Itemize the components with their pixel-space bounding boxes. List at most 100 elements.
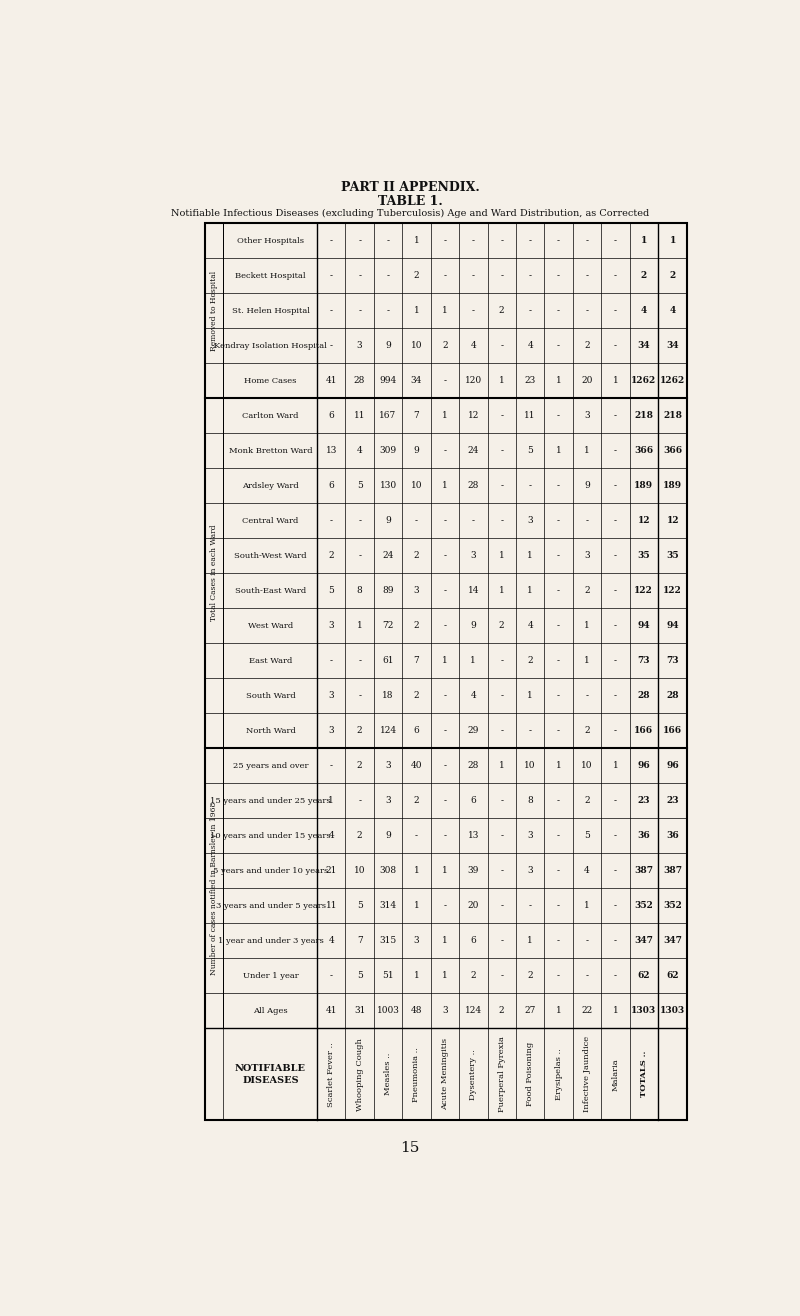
Text: 3: 3 xyxy=(328,691,334,700)
Text: -: - xyxy=(614,936,617,945)
Text: 166: 166 xyxy=(634,726,654,736)
Text: -: - xyxy=(586,691,589,700)
Text: 10: 10 xyxy=(410,341,422,350)
Text: 3: 3 xyxy=(584,551,590,561)
Text: -: - xyxy=(415,832,418,840)
Text: -: - xyxy=(557,412,560,420)
Text: -: - xyxy=(472,307,474,316)
Text: -: - xyxy=(557,936,560,945)
Text: 94: 94 xyxy=(666,621,679,630)
Text: 94: 94 xyxy=(638,621,650,630)
Text: Whooping Cough: Whooping Cough xyxy=(356,1038,364,1111)
Text: 167: 167 xyxy=(379,412,397,420)
Text: -: - xyxy=(557,621,560,630)
Text: 352: 352 xyxy=(663,901,682,911)
Text: 2: 2 xyxy=(414,551,419,561)
Text: -: - xyxy=(500,341,503,350)
Text: -: - xyxy=(614,482,617,491)
Text: -: - xyxy=(500,901,503,911)
Text: -: - xyxy=(500,271,503,280)
Text: -: - xyxy=(557,971,560,980)
Text: -: - xyxy=(358,796,361,805)
Text: -: - xyxy=(358,237,361,245)
Text: 120: 120 xyxy=(465,376,482,386)
Text: 4: 4 xyxy=(670,307,676,316)
Text: 5: 5 xyxy=(527,446,533,455)
Text: Number of cases notified in Barnsley in 1968: Number of cases notified in Barnsley in … xyxy=(210,801,218,975)
Text: -: - xyxy=(330,657,333,665)
Text: 1: 1 xyxy=(499,761,505,770)
Text: 315: 315 xyxy=(379,936,397,945)
Text: 1: 1 xyxy=(584,901,590,911)
Text: 1: 1 xyxy=(328,796,334,805)
Text: 9: 9 xyxy=(385,832,391,840)
Text: 347: 347 xyxy=(663,936,682,945)
Text: 314: 314 xyxy=(379,901,397,911)
Text: 309: 309 xyxy=(379,446,397,455)
Text: 347: 347 xyxy=(634,936,654,945)
Text: Acute Meningitis: Acute Meningitis xyxy=(441,1038,449,1111)
Text: 13: 13 xyxy=(326,446,337,455)
Text: 1: 1 xyxy=(527,691,533,700)
Text: 1: 1 xyxy=(527,586,533,595)
Text: St. Helen Hospital: St. Helen Hospital xyxy=(231,307,310,315)
Text: 1: 1 xyxy=(442,936,448,945)
Text: -: - xyxy=(415,516,418,525)
Text: 1262: 1262 xyxy=(631,376,657,386)
Text: -: - xyxy=(443,726,446,736)
Text: -: - xyxy=(557,271,560,280)
Text: -: - xyxy=(614,341,617,350)
Text: 1262: 1262 xyxy=(660,376,686,386)
Text: 34: 34 xyxy=(638,341,650,350)
Text: 387: 387 xyxy=(663,866,682,875)
Text: -: - xyxy=(557,307,560,316)
Text: 1: 1 xyxy=(357,621,362,630)
Text: 20: 20 xyxy=(582,376,593,386)
Text: 1: 1 xyxy=(527,551,533,561)
Text: -: - xyxy=(614,901,617,911)
Text: 1: 1 xyxy=(414,901,419,911)
Text: -: - xyxy=(614,551,617,561)
Text: Measles ..: Measles .. xyxy=(384,1053,392,1095)
Text: 21: 21 xyxy=(326,866,337,875)
Text: 4: 4 xyxy=(470,341,476,350)
Text: Central Ward: Central Ward xyxy=(242,517,298,525)
Text: -: - xyxy=(500,516,503,525)
Text: 994: 994 xyxy=(379,376,397,386)
Text: 2: 2 xyxy=(584,586,590,595)
Text: South-East Ward: South-East Ward xyxy=(235,587,306,595)
Text: -: - xyxy=(557,657,560,665)
Text: Removed to Hospital: Removed to Hospital xyxy=(210,271,218,351)
Text: 5: 5 xyxy=(357,482,362,491)
Text: 9: 9 xyxy=(470,621,476,630)
Text: -: - xyxy=(358,307,361,316)
Text: 12: 12 xyxy=(638,516,650,525)
Text: 1: 1 xyxy=(442,971,448,980)
Text: 2: 2 xyxy=(470,971,476,980)
Text: -: - xyxy=(500,657,503,665)
Text: -: - xyxy=(557,341,560,350)
Text: 2: 2 xyxy=(527,657,533,665)
Text: 6: 6 xyxy=(414,726,419,736)
Text: -: - xyxy=(557,726,560,736)
Text: 10 years and under 15 years: 10 years and under 15 years xyxy=(210,832,331,840)
Text: South Ward: South Ward xyxy=(246,692,295,700)
Text: 2: 2 xyxy=(357,726,362,736)
Text: 22: 22 xyxy=(582,1005,593,1015)
Text: 13: 13 xyxy=(468,832,479,840)
Text: 1003: 1003 xyxy=(377,1005,399,1015)
Text: 36: 36 xyxy=(638,832,650,840)
Text: 1: 1 xyxy=(414,237,419,245)
Text: -: - xyxy=(614,271,617,280)
Text: 1: 1 xyxy=(470,657,476,665)
Text: 3: 3 xyxy=(527,832,533,840)
Text: 130: 130 xyxy=(379,482,397,491)
Text: 1: 1 xyxy=(641,237,647,245)
Text: 122: 122 xyxy=(663,586,682,595)
Text: 10: 10 xyxy=(524,761,536,770)
Text: 1: 1 xyxy=(556,761,562,770)
Text: 1: 1 xyxy=(584,621,590,630)
Text: 3: 3 xyxy=(527,866,533,875)
Text: -: - xyxy=(443,832,446,840)
Text: -: - xyxy=(614,796,617,805)
